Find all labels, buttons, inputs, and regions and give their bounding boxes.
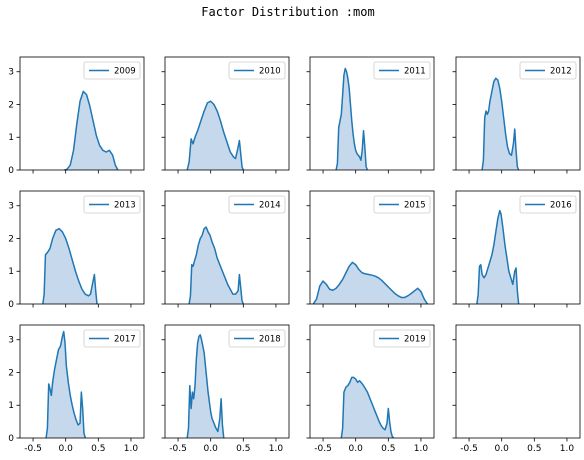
legend-box: [228, 195, 286, 214]
panel: 2012: [452, 56, 581, 174]
panel-frame: [455, 324, 581, 439]
panel: 2010: [161, 56, 290, 174]
x-tick-label: 0.0: [349, 444, 364, 454]
legend-box: [83, 61, 141, 80]
panel: -0.5 0.0 0.5 1.0 2019: [306, 324, 435, 454]
panel-frame: [164, 190, 290, 305]
panel: -0.5 0.0 0.5 1.0 0 1 2 3 2017: [8, 324, 145, 454]
density-line: [335, 67, 369, 171]
legend-box: [373, 195, 431, 214]
panel: 2016: [452, 190, 581, 308]
panel: 2014: [161, 190, 290, 308]
x-tick-label: 0.5: [527, 444, 541, 454]
panel-frame: [309, 324, 435, 439]
legend-label: 2019: [404, 335, 426, 345]
density-line: [476, 209, 520, 305]
x-tick-label: 0.5: [381, 444, 395, 454]
legend-box: [228, 329, 286, 348]
y-tick-label: 1: [8, 267, 14, 277]
panel-frame: [164, 56, 290, 171]
density-fill: [476, 210, 519, 304]
legend-label: 2014: [259, 201, 281, 211]
x-tick-label: -0.5: [24, 444, 42, 454]
density-fill: [336, 68, 368, 170]
y-tick-label: 1: [8, 133, 14, 143]
panel-frame: [19, 324, 145, 439]
panel-frame: [309, 56, 435, 171]
density-fill: [187, 101, 244, 170]
legend-box: [83, 195, 141, 214]
legend-label: 2016: [550, 201, 572, 211]
panel: -0.5 0.0 0.5 1.0 2018: [161, 324, 290, 454]
y-tick-label: 0: [8, 166, 14, 176]
density-fill: [313, 262, 428, 304]
y-tick-label: 3: [8, 336, 14, 346]
panel-frame: [455, 190, 581, 305]
density-fill: [187, 334, 224, 438]
x-tick-label: 0.5: [91, 444, 105, 454]
x-tick-label: 1.0: [124, 444, 139, 454]
density-fill: [42, 228, 98, 304]
legend-box: [373, 61, 431, 80]
legend-box: [519, 61, 577, 80]
legend-label: 2017: [114, 335, 136, 345]
density-fill: [341, 377, 394, 438]
y-tick-label: 1: [8, 401, 14, 411]
x-tick-label: -0.5: [169, 444, 187, 454]
density-fill: [189, 227, 244, 304]
legend-label: 2009: [114, 67, 136, 77]
legend-box: [519, 195, 577, 214]
legend-label: 2012: [550, 67, 572, 77]
panel-frame: [164, 324, 290, 439]
y-tick-label: 2: [8, 368, 14, 378]
y-tick-label: 3: [8, 68, 14, 78]
y-tick-label: 3: [8, 202, 14, 212]
density-line: [340, 376, 395, 439]
density-fill: [482, 78, 519, 170]
x-tick-label: 1.0: [560, 444, 575, 454]
density-line: [64, 90, 119, 171]
x-tick-label: 0.0: [495, 444, 510, 454]
density-line: [45, 330, 86, 439]
panel: 2011: [306, 56, 435, 174]
density-line: [188, 226, 245, 305]
y-tick-label: 0: [8, 434, 14, 444]
density-line: [481, 77, 520, 171]
x-tick-label: 0.0: [204, 444, 219, 454]
x-tick-label: 1.0: [414, 444, 429, 454]
x-tick-label: 0.0: [59, 444, 74, 454]
x-tick-label: -0.5: [314, 444, 332, 454]
panel-frame: [19, 190, 145, 305]
x-tick-label: 0.5: [236, 444, 250, 454]
legend-label: 2010: [259, 67, 281, 77]
panel: 2015: [306, 190, 435, 308]
density-line: [312, 261, 429, 305]
chart-title: Factor Distribution :mom: [201, 5, 374, 19]
panel-frame: [455, 56, 581, 171]
legend-label: 2015: [404, 201, 426, 211]
y-tick-label: 2: [8, 234, 14, 244]
x-tick-label: -0.5: [460, 444, 478, 454]
legend-label: 2018: [259, 335, 281, 345]
panel: 0 1 2 3 2009: [8, 56, 145, 176]
panel: -0.5 0.0 0.5 1.0: [452, 324, 581, 454]
density-line: [186, 100, 245, 171]
density-fill: [46, 331, 86, 438]
legend-box: [373, 329, 431, 348]
panel-frame: [19, 56, 145, 171]
density-line: [186, 334, 225, 439]
panel-frame: [309, 190, 435, 305]
legend-box: [83, 329, 141, 348]
legend-label: 2011: [404, 67, 426, 77]
panel: 0 1 2 3 2013: [8, 190, 145, 310]
y-tick-label: 0: [8, 300, 14, 310]
density-fill: [64, 91, 118, 170]
x-tick-label: 1.0: [269, 444, 284, 454]
legend-label: 2013: [114, 201, 136, 211]
legend-box: [228, 61, 286, 80]
y-tick-label: 2: [8, 100, 14, 110]
density-line: [42, 227, 98, 305]
